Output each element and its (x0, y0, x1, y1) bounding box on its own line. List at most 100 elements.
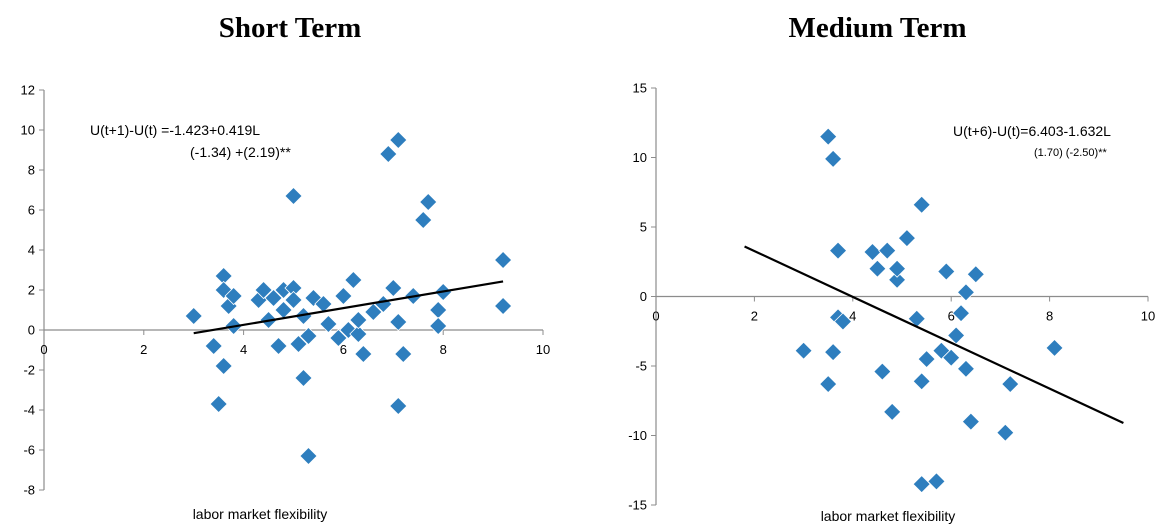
data-point (389, 312, 408, 332)
trend-line (193, 280, 504, 335)
data-point (429, 300, 448, 320)
y-tick-label: 6 (28, 203, 35, 218)
data-point (389, 396, 408, 416)
y-tick-label: 5 (640, 220, 647, 235)
data-point (912, 475, 931, 494)
data-point (828, 241, 848, 260)
data-point (294, 368, 313, 388)
data-point (264, 288, 283, 308)
data-point (956, 359, 976, 378)
data-point (1045, 338, 1064, 357)
x-tick-label: 4 (240, 342, 247, 357)
y-tick-label: -2 (23, 363, 35, 378)
data-point (414, 210, 433, 230)
data-point (824, 343, 843, 362)
data-point (937, 262, 956, 281)
data-point (394, 344, 413, 364)
data-point (334, 286, 353, 306)
x-tick-label: 4 (849, 309, 856, 324)
data-point (868, 259, 887, 278)
chart-short-term: Short Term -8 -6 -4 -2 0 2 4 6 8 10 12 0 2 4 6 8 10 U(t+1… (0, 0, 580, 527)
y-tick-label: -15 (628, 498, 647, 513)
y-tick-label: -8 (23, 483, 35, 498)
data-point (824, 149, 843, 168)
data-point (329, 328, 348, 348)
data-point (494, 296, 513, 316)
data-point (349, 310, 368, 330)
data-point (794, 341, 813, 360)
data-point (254, 280, 273, 300)
y-tick-label: -10 (628, 428, 647, 443)
data-point (419, 192, 438, 212)
data-point (224, 286, 243, 306)
y-tick-label: 2 (28, 283, 35, 298)
data-point (942, 348, 961, 367)
data-point (494, 250, 513, 270)
data-point (951, 304, 971, 323)
regression-t-stats: (-1.34) +(2.19)** (190, 144, 291, 160)
y-tick-label: -6 (23, 443, 35, 458)
data-point (429, 316, 448, 336)
data-point (966, 265, 985, 284)
x-tick-label: 2 (140, 342, 147, 357)
data-point (204, 336, 223, 356)
data-point (269, 336, 288, 356)
data-point (299, 326, 318, 346)
y-tick-label: 4 (28, 243, 35, 258)
data-point (883, 402, 902, 421)
data-point (284, 186, 303, 206)
y-tick-label: 10 (21, 123, 35, 138)
y-tick-label: 0 (640, 289, 647, 304)
y-tick-label: 10 (633, 150, 647, 165)
x-tick-label: 6 (948, 309, 955, 324)
data-point (354, 344, 373, 364)
data-point (349, 324, 368, 344)
chart-title: Short Term (218, 12, 362, 44)
data-point (209, 394, 228, 414)
x-tick-label: 0 (652, 309, 659, 324)
data-point (184, 306, 203, 326)
x-axis-title: labor market flexibility (821, 508, 956, 524)
y-tick-label: -5 (635, 359, 647, 374)
scatter-plot: -15 -10 -5 0 5 10 15 0 2 4 6 8 10 U(t+6)-U(t)=6.403-1… (628, 81, 1155, 525)
data-point (819, 375, 838, 394)
data-point (917, 349, 936, 369)
data-point (389, 130, 408, 150)
y-tick-label: 0 (28, 323, 35, 338)
scatter-plot: -8 -6 -4 -2 0 2 4 6 8 10 12 0 2 4 6 8 10 U(t+1)-U(t) =-1.… (21, 83, 551, 523)
data-point (1001, 375, 1020, 394)
y-tick-label: 12 (21, 83, 35, 98)
data-point (927, 472, 946, 491)
data-point (344, 270, 363, 290)
regression-t-stats: (1.70) (-2.50)** (1034, 147, 1107, 159)
data-point (888, 259, 907, 278)
data-point (299, 446, 318, 466)
data-point (873, 362, 892, 381)
data-point (819, 127, 838, 146)
data-point (956, 283, 976, 302)
x-tick-label: 10 (536, 342, 550, 357)
data-point (214, 356, 233, 376)
x-tick-label: 10 (1141, 309, 1155, 324)
data-point (319, 314, 338, 334)
x-axis-title: labor market flexibility (193, 506, 328, 522)
data-point (863, 242, 882, 262)
data-point (996, 423, 1015, 442)
x-tick-label: 0 (40, 342, 47, 357)
data-point (833, 312, 853, 331)
chart-title: Medium Term (788, 12, 967, 44)
regression-equation: U(t+1)-U(t) =-1.423+0.419L (90, 122, 260, 138)
data-point (897, 229, 916, 248)
x-tick-label: 8 (1046, 309, 1053, 324)
data-point (912, 195, 931, 214)
data-point (379, 144, 398, 164)
data-point (284, 290, 303, 310)
data-point (961, 412, 980, 431)
y-tick-label: 15 (633, 81, 647, 96)
x-tick-label: 6 (340, 342, 347, 357)
data-point (289, 334, 308, 354)
data-point (384, 278, 403, 298)
chart-medium-term: Medium Term -15 -10 -5 0 5 10 15 0 2 4 6 8 10 U(t+6)-… (588, 0, 1167, 527)
x-tick-label: 8 (440, 342, 447, 357)
x-tick-label: 2 (751, 309, 758, 324)
